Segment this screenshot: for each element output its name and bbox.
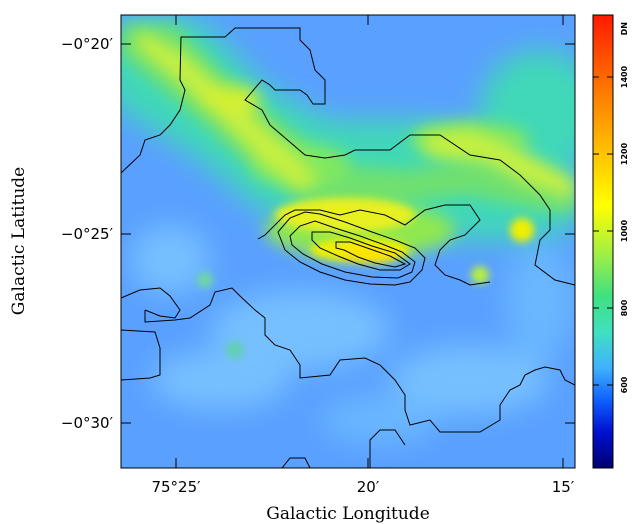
contour-level-5 (335, 241, 407, 268)
contour-west-lobe (121, 287, 181, 319)
x-tick-label: 20′ (357, 478, 380, 496)
colorbar-tick-label: 1200 (620, 142, 629, 165)
emission-map (121, 15, 575, 468)
contour-south-edge (369, 429, 406, 468)
outer-contour-cloud (257, 204, 491, 286)
contour-lines (121, 27, 575, 468)
x-tick-label: 75°25′ (151, 478, 201, 496)
contour-level-3 (289, 220, 416, 279)
contour-south-small (281, 457, 311, 468)
contour-level-4 (311, 231, 411, 271)
y-tick-label: −0°25′ (61, 225, 114, 243)
x-tick-label: 15′ (552, 478, 575, 496)
colorbar-gradient (593, 15, 613, 468)
colorbar-tick-label: 800 (620, 299, 629, 316)
x-axis-title: Galactic Longitude (266, 504, 430, 524)
colorbar: 600 800 1000 1200 1400 DN (592, 14, 629, 469)
y-tick-label: −0°20′ (61, 35, 114, 53)
contour-southwest (121, 329, 161, 381)
colorbar-tick-label: 1400 (620, 65, 629, 88)
y-axis-title: Galactic Latitude (9, 167, 29, 315)
colorbar-frame (592, 14, 614, 469)
colorbar-tick-label: 600 (620, 376, 629, 393)
outer-contour-north (121, 27, 575, 286)
colorbar-tick-label: 1000 (620, 219, 629, 242)
colorbar-unit-label: DN (620, 22, 629, 35)
contour-level-2 (277, 211, 426, 286)
axis-ticks (121, 15, 575, 468)
map-frame (120, 14, 576, 469)
y-tick-label: −0°30′ (61, 414, 114, 432)
contour-south-ridge (144, 287, 575, 433)
